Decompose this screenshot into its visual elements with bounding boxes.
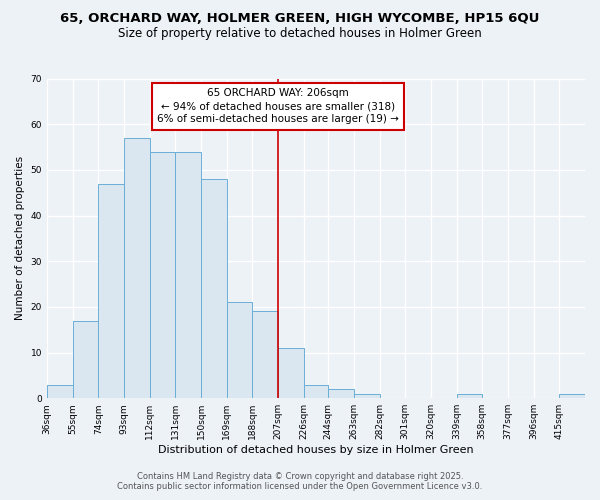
Bar — [98, 184, 124, 398]
Bar — [304, 384, 328, 398]
Text: 65, ORCHARD WAY, HOLMER GREEN, HIGH WYCOMBE, HP15 6QU: 65, ORCHARD WAY, HOLMER GREEN, HIGH WYCO… — [61, 12, 539, 26]
Bar — [124, 138, 149, 398]
Bar — [457, 394, 482, 398]
Text: Contains HM Land Registry data © Crown copyright and database right 2025.: Contains HM Land Registry data © Crown c… — [137, 472, 463, 481]
Bar — [201, 179, 227, 398]
Bar — [278, 348, 304, 398]
Bar — [47, 384, 73, 398]
Bar — [227, 302, 253, 398]
Bar — [559, 394, 585, 398]
Bar — [149, 152, 175, 398]
Bar — [328, 389, 354, 398]
Text: Size of property relative to detached houses in Holmer Green: Size of property relative to detached ho… — [118, 28, 482, 40]
Text: 65 ORCHARD WAY: 206sqm
← 94% of detached houses are smaller (318)
6% of semi-det: 65 ORCHARD WAY: 206sqm ← 94% of detached… — [157, 88, 399, 124]
Text: Contains public sector information licensed under the Open Government Licence v3: Contains public sector information licen… — [118, 482, 482, 491]
Bar — [354, 394, 380, 398]
Bar — [73, 320, 98, 398]
X-axis label: Distribution of detached houses by size in Holmer Green: Distribution of detached houses by size … — [158, 445, 474, 455]
Bar — [175, 152, 201, 398]
Y-axis label: Number of detached properties: Number of detached properties — [15, 156, 25, 320]
Bar — [253, 312, 278, 398]
